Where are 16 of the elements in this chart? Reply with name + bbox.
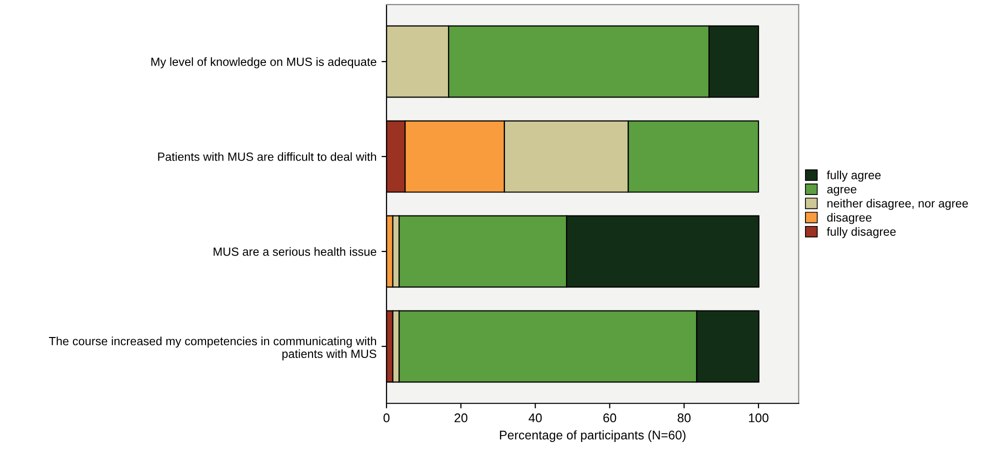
legend-label: disagree <box>827 213 872 224</box>
x-tick-label: 20 <box>454 413 468 422</box>
x-tick-label: 80 <box>678 413 691 422</box>
y-tick-label: The course increased my competencies in communicating with patients with MUS <box>49 336 376 360</box>
x-tick-label: 60 <box>603 413 616 422</box>
y-tick-label: MUS are a serious health issue <box>214 247 376 256</box>
legend-label: fully agree <box>826 170 881 182</box>
legend-label: agree <box>827 186 856 196</box>
legend-label: neither disagree, nor agree <box>827 198 968 210</box>
x-tick-label: 40 <box>528 413 542 422</box>
y-tick-label: My level of knowledge on MUS is adequate <box>151 57 376 68</box>
x-axis-title: Percentage of participants (N=60) <box>500 430 686 442</box>
legend-label: fully disagree <box>826 227 896 238</box>
x-tick-label: 100 <box>749 413 768 422</box>
y-tick-label: Patients with MUS are difficult to deal with <box>158 152 376 161</box>
x-tick-label: 0 <box>384 413 390 422</box>
